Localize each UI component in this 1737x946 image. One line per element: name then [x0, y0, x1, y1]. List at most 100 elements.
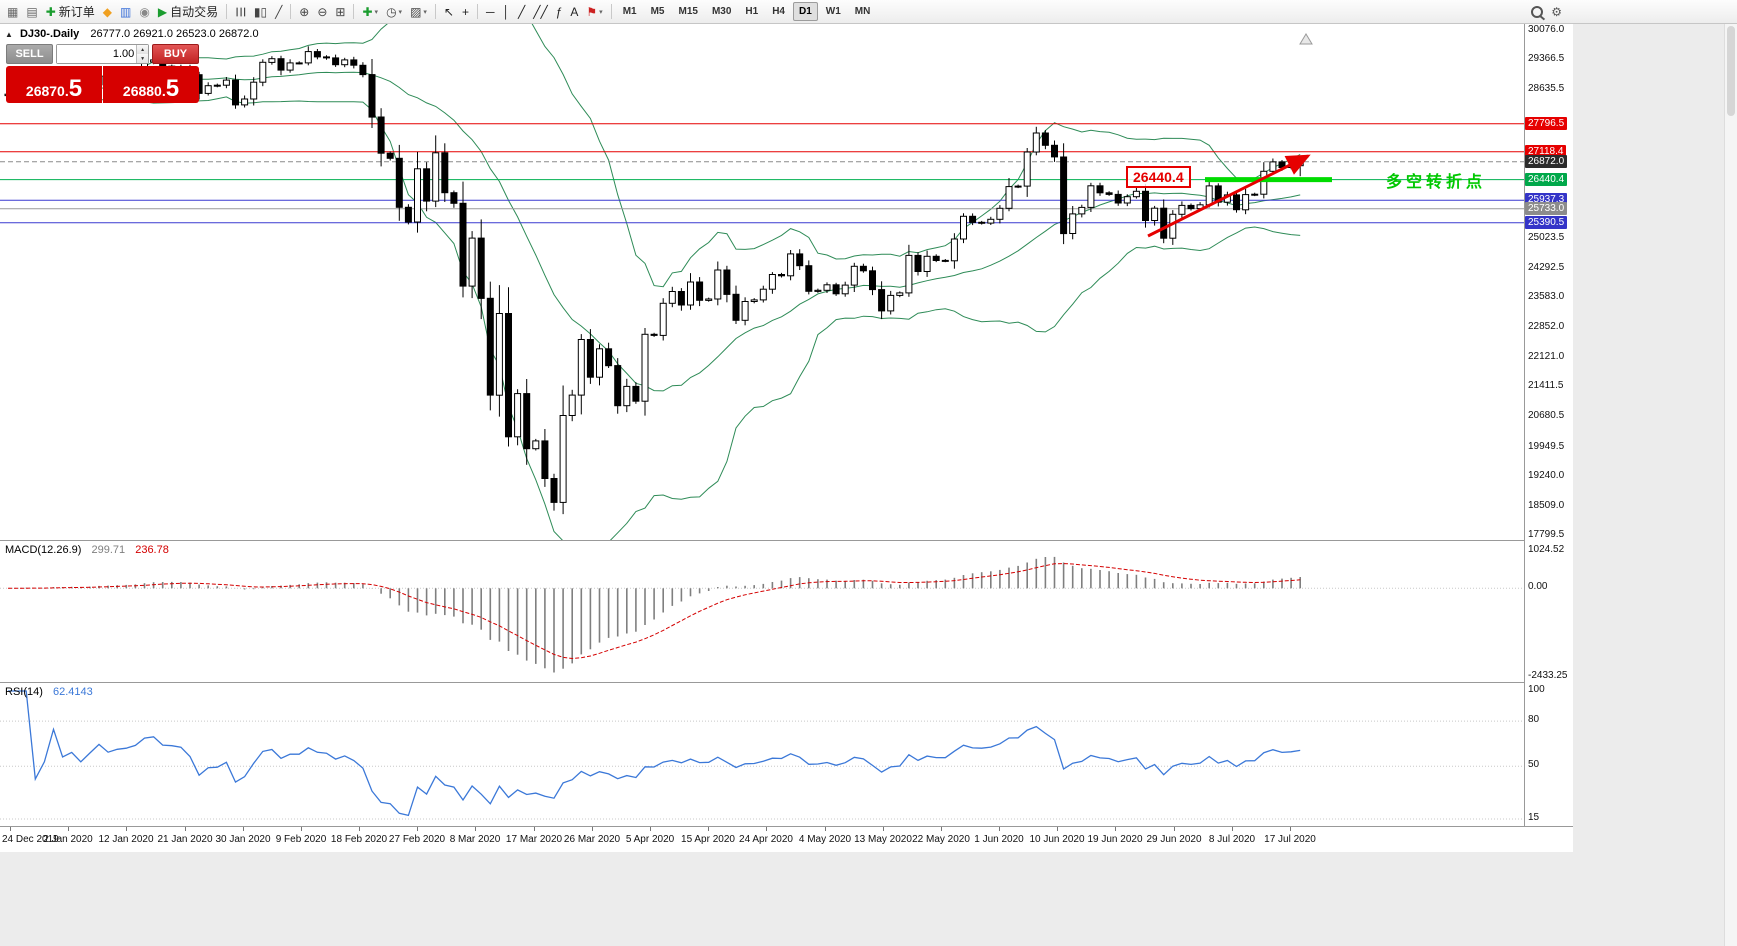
sell-price-box[interactable]: 26870. 5: [6, 66, 102, 103]
new-order-button-glyph: ✚: [45, 4, 56, 19]
new-order-button-label: 新订单: [58, 5, 95, 19]
autotrading-button-glyph: ▶: [157, 4, 168, 19]
timeframe-button-m1[interactable]: M1: [622, 6, 637, 17]
timeframe-button-w1[interactable]: W1: [825, 6, 841, 17]
date-axis-label: 29 Jun 2020: [1146, 834, 1202, 845]
main-chart-panel[interactable]: DJ30-.Daily 26777.0 26921.0 26523.0 2687…: [0, 24, 1524, 540]
vertical-line-icon[interactable]: │: [500, 2, 514, 22]
trendline-icon[interactable]: ╱: [515, 2, 528, 22]
volume-down-button[interactable]: [137, 54, 148, 63]
date-axis-tick: [1290, 827, 1291, 831]
timeframe-button-d1[interactable]: D1: [793, 2, 818, 21]
macd-signal-value: 236.78: [135, 544, 169, 556]
search-icon-glyph: [1531, 5, 1544, 18]
date-axis-label: 8 Mar 2020: [449, 834, 501, 845]
experts-icon[interactable]: ◉: [136, 2, 152, 22]
line-chart-icon[interactable]: ╱: [272, 2, 285, 22]
tile-windows-icon-glyph: ⊞: [335, 4, 346, 19]
tile-windows-icon[interactable]: ⊞: [332, 2, 348, 22]
new-chart-icon[interactable]: ▦: [4, 2, 21, 22]
price-level-label: 27796.5: [1525, 117, 1568, 130]
templates-icon-dropdown-icon: [423, 8, 427, 16]
date-axis-label: 8 Jul 2020: [1208, 834, 1256, 845]
timeframe-button-mn[interactable]: MN: [854, 6, 871, 17]
sell-price-pip: 5: [68, 74, 83, 102]
date-axis-label: 1 Jun 2020: [974, 834, 1024, 845]
date-axis-label: 21 Jan 2020: [157, 834, 213, 845]
main-chart-svg[interactable]: [0, 24, 1524, 540]
macd-axis-label: 1024.52: [1528, 544, 1565, 555]
date-axis-tick: [126, 827, 127, 831]
zoom-in-icon[interactable]: ⊕: [296, 2, 312, 22]
timeframe-button-h1[interactable]: H1: [745, 6, 759, 17]
timeframe-button-m5[interactable]: M5: [650, 6, 665, 17]
date-axis-label: 5 Apr 2020: [625, 834, 675, 845]
experts-icon-glyph: ◉: [139, 4, 150, 19]
price-axis-label: 24292.5: [1528, 262, 1565, 273]
text-icon[interactable]: A: [567, 2, 581, 22]
date-axis-label: 30 Jan 2020: [215, 834, 271, 845]
price-axis: 30076.0 29366.5 28635.5 25023.5 24292.5 23583…: [1524, 24, 1573, 826]
date-axis-label: 4 May 2020: [798, 834, 852, 845]
templates-icon[interactable]: ▨: [407, 2, 430, 22]
date-axis-label: 19 Jun 2020: [1087, 834, 1143, 845]
date-axis-label: 24 Dec 2019: [2, 834, 59, 845]
settings-icon[interactable]: ⚙: [1548, 2, 1565, 22]
date-axis-tick: [417, 827, 418, 831]
buy-button[interactable]: BUY: [152, 44, 199, 64]
price-level-label: 25733.0: [1525, 202, 1568, 215]
indicators-add-icon-dropdown-icon: [375, 8, 379, 16]
cursor-icon[interactable]: ↖: [441, 2, 457, 22]
price-axis-label: 28635.5: [1528, 83, 1565, 94]
indicators-add-icon[interactable]: ✚: [359, 2, 381, 22]
new-chart-icon-glyph: ▦: [7, 4, 19, 19]
macd-label: MACD(12.26.9): [5, 544, 82, 556]
timeframe-button-h4[interactable]: H4: [772, 6, 785, 17]
sell-price-main: 26870.: [25, 83, 69, 99]
toolbar-separator: [477, 4, 478, 19]
mdi-background-right: [1573, 24, 1737, 946]
arrow-objects-icon[interactable]: ⚑: [583, 2, 605, 22]
periods-icon[interactable]: ◷: [383, 2, 405, 22]
autotrading-button-label: 自动交易: [170, 5, 219, 19]
autotrading-button[interactable]: ▶ 自动交易: [155, 2, 221, 22]
toolbar-separator: [610, 4, 612, 19]
vertical-line-icon-glyph: │: [502, 4, 511, 19]
scroll-to-end-marker[interactable]: [1299, 33, 1313, 45]
new-order-button[interactable]: ✚ 新订单: [43, 2, 98, 22]
price-axis-label: 19949.5: [1528, 441, 1565, 452]
crosshair-icon[interactable]: +: [459, 2, 472, 22]
zoom-out-icon[interactable]: ⊖: [314, 2, 330, 22]
search-icon[interactable]: [1528, 2, 1546, 22]
scrollbar-thumb[interactable]: [1727, 26, 1735, 116]
buy-price-box[interactable]: 26880. 5: [103, 66, 199, 103]
trend-arrow[interactable]: [1147, 154, 1311, 238]
date-axis-tick: [766, 827, 767, 831]
candlestick-chart-icon[interactable]: ▮▯: [251, 2, 270, 22]
buy-price-main: 26880.: [122, 83, 166, 99]
fibonacci-icon-glyph: ƒ: [555, 4, 563, 19]
volume-input[interactable]: [57, 45, 137, 63]
volume-up-button[interactable]: [137, 45, 148, 54]
zoom-in-icon-glyph: ⊕: [299, 4, 310, 19]
rsi-panel[interactable]: RSI(14) 62.4143: [0, 682, 1524, 826]
toolbar-separator: [434, 4, 436, 19]
bar-chart-icon[interactable]: ☰: [232, 2, 249, 22]
fibonacci-icon[interactable]: ƒ: [553, 2, 566, 22]
charts-icon[interactable]: ▥: [117, 2, 134, 22]
macd-panel[interactable]: MACD(12.26.9) 299.71 236.78: [0, 540, 1524, 682]
vertical-scrollbar[interactable]: [1724, 24, 1737, 946]
channel-icon[interactable]: ╱╱: [530, 2, 550, 22]
profiles-icon[interactable]: ▤: [23, 2, 40, 22]
sell-button[interactable]: SELL: [6, 44, 53, 64]
turning-point-label[interactable]: 多空转折点: [1386, 174, 1487, 191]
timeframe-button-m15[interactable]: M15: [678, 6, 698, 17]
horizontal-line-icon[interactable]: ─: [483, 2, 498, 22]
price-annotation-box[interactable]: 26440.4: [1126, 166, 1191, 188]
timeframe-button-m30[interactable]: M30: [711, 6, 732, 17]
metaquotes-icon[interactable]: ◆: [100, 2, 115, 22]
rsi-level-lines: [0, 720, 1524, 820]
horizontal-level-lines[interactable]: [0, 123, 1524, 224]
macd-main-value: 299.71: [91, 544, 126, 556]
